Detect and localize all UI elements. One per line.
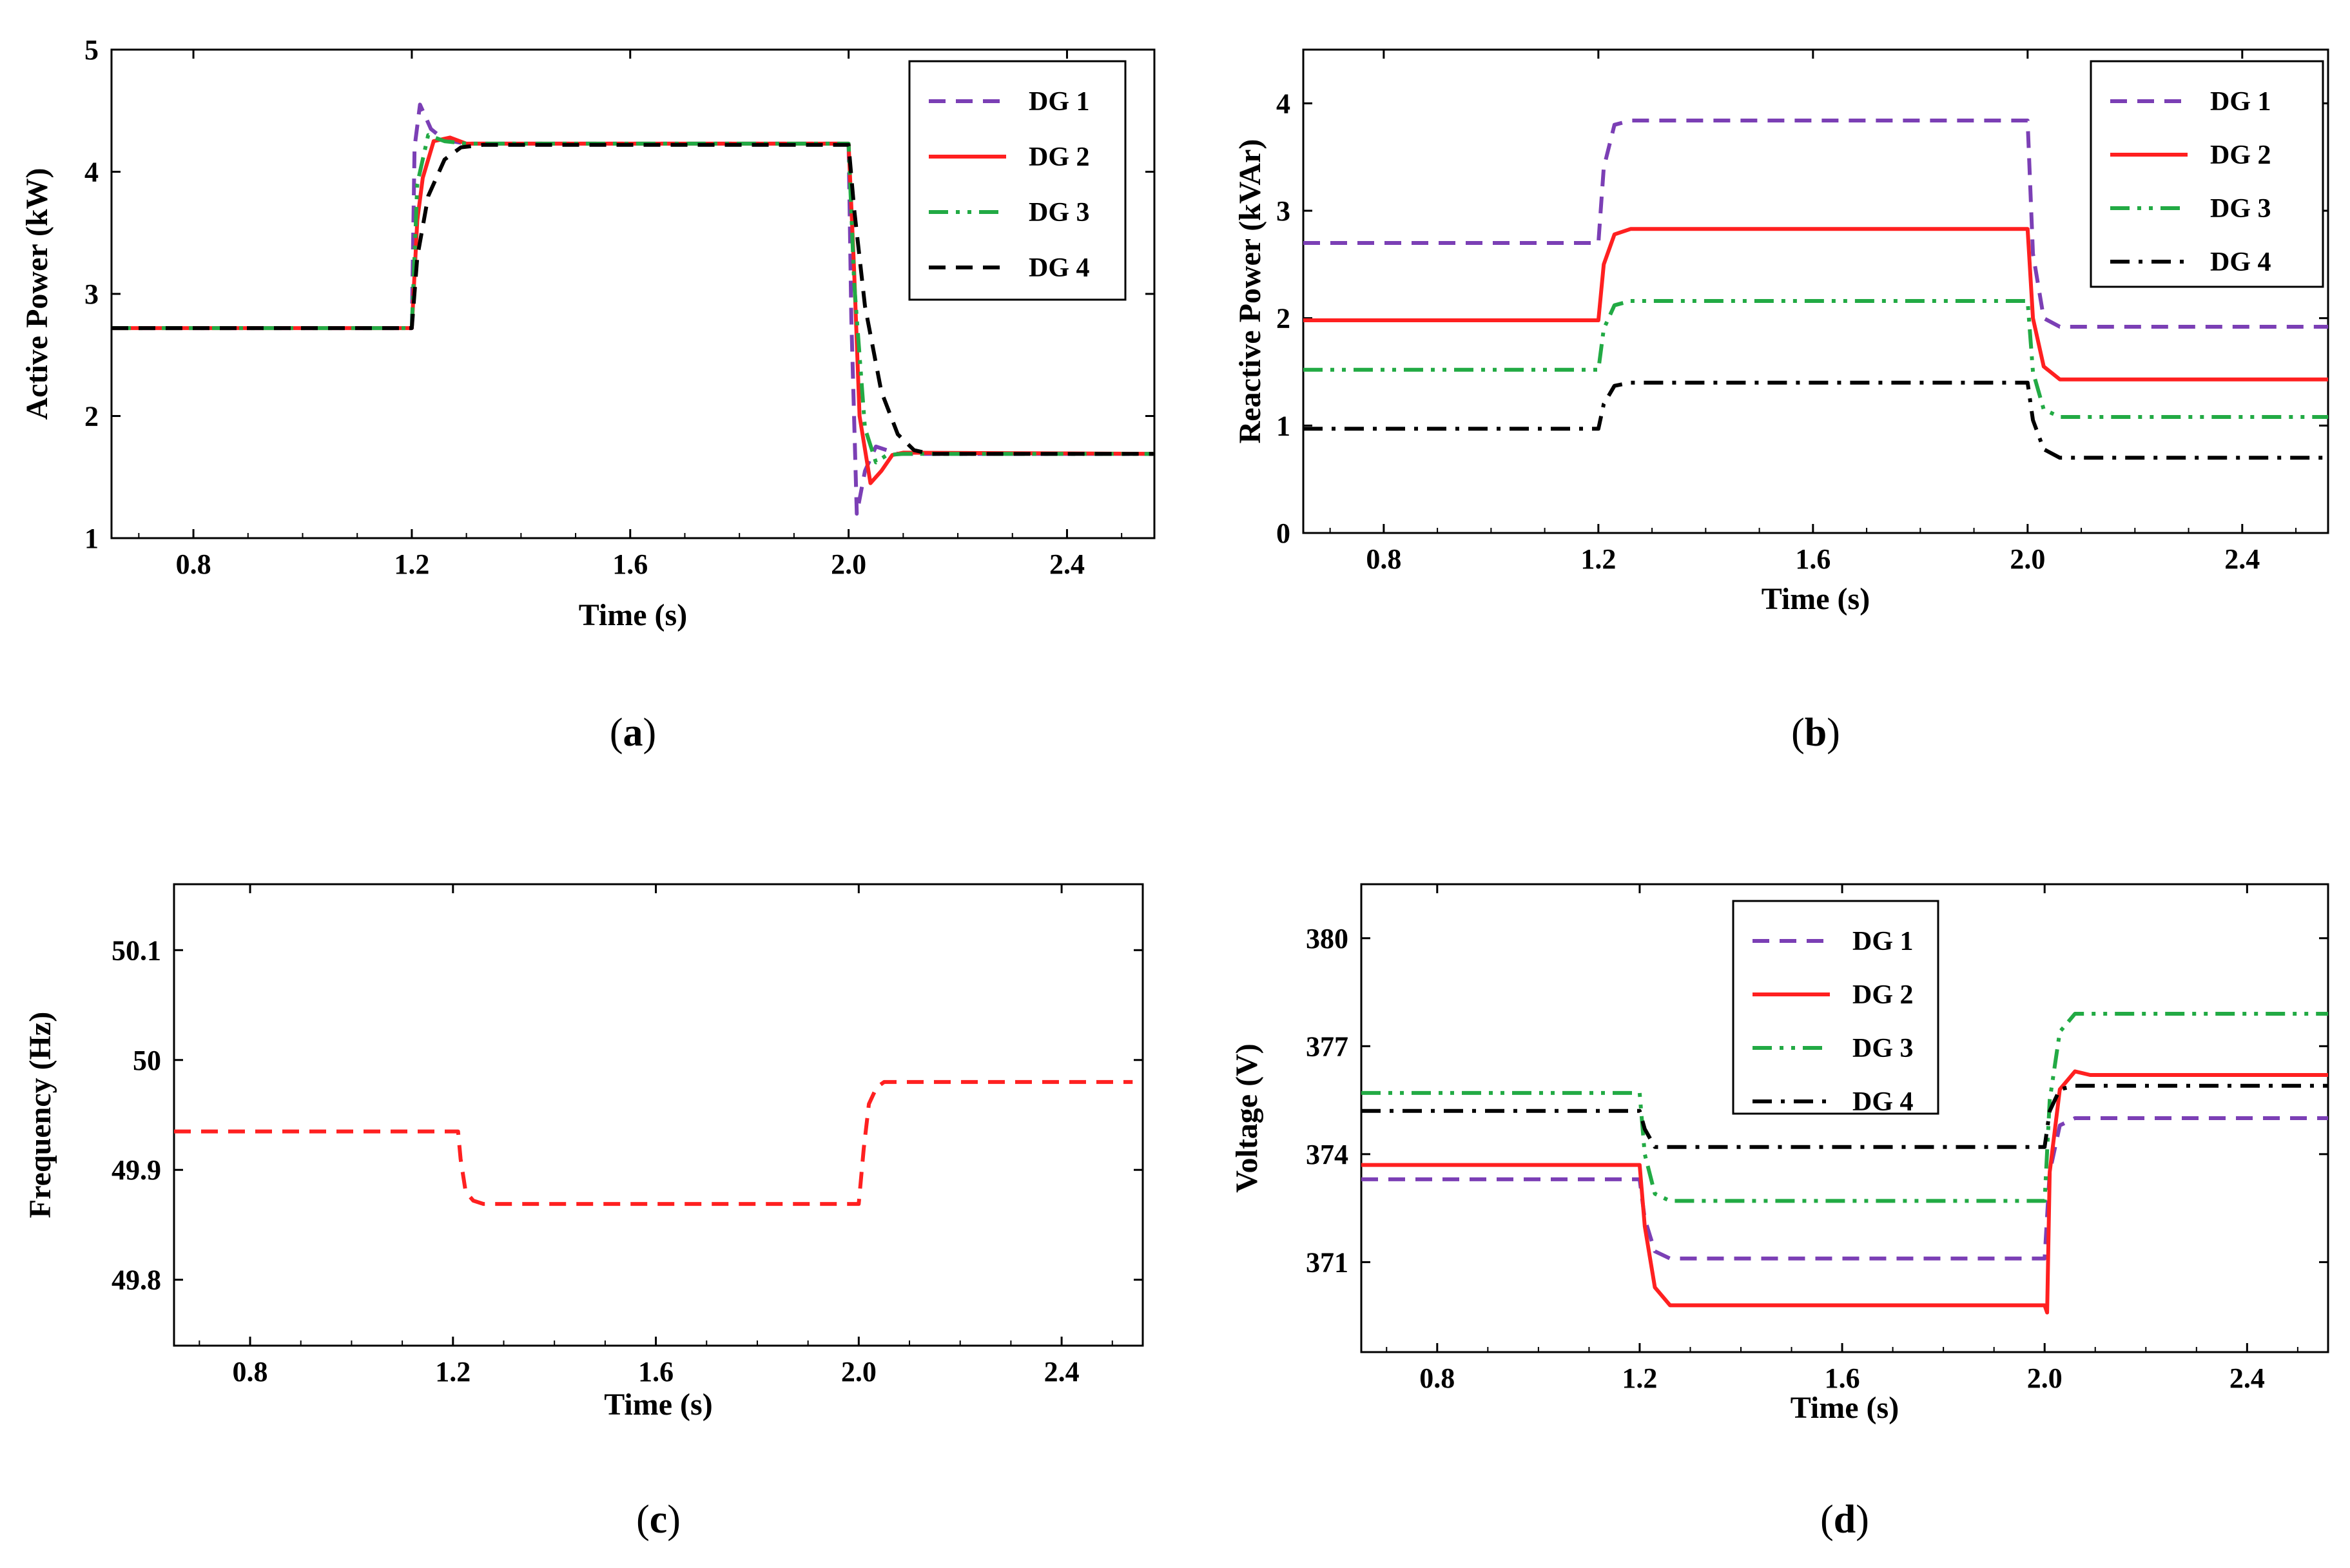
series-group bbox=[1361, 1012, 2328, 1315]
y-tick-label: 5 bbox=[84, 34, 99, 66]
x-tick-label: 2.4 bbox=[2229, 1362, 2265, 1394]
panel-label: (d) bbox=[1820, 1498, 1869, 1542]
series-line-1 bbox=[1361, 1116, 2328, 1261]
legend-label: DG 1 bbox=[2210, 87, 2271, 117]
x-axis-title: Time (s) bbox=[604, 1388, 712, 1422]
x-axis-title: Time (s) bbox=[1762, 582, 1870, 616]
series-line-4 bbox=[1303, 380, 2328, 460]
legend-label: DG 3 bbox=[1029, 198, 1090, 227]
y-tick-label: 4 bbox=[1276, 88, 1290, 119]
series-line-2 bbox=[1361, 1069, 2328, 1315]
legend: DG 1 DG 2 DG 3 DG 4 bbox=[908, 60, 1127, 301]
x-tick-label: 2.0 bbox=[2027, 1362, 2063, 1394]
series-line-1 bbox=[1303, 119, 2328, 329]
chart-panel-c: 0.8 1.2 1.6 2.0 2.4 49.8 49.9 50 50.1 Time (s) Fre… bbox=[23, 883, 1144, 1542]
panel-label: (a) bbox=[610, 711, 656, 755]
y-tick-label: 3 bbox=[1276, 195, 1290, 227]
series-group bbox=[174, 1079, 1133, 1206]
x-tick-label: 1.6 bbox=[612, 548, 648, 580]
y-tick-label: 49.9 bbox=[112, 1154, 161, 1186]
legend-label: DG 2 bbox=[2210, 140, 2271, 170]
y-tick-label: 377 bbox=[1306, 1031, 1348, 1062]
legend-label: DG 4 bbox=[1029, 253, 1090, 283]
y-axis-title: Frequency (Hz) bbox=[23, 1012, 57, 1218]
plot-frame bbox=[1302, 48, 2329, 534]
x-tick-label: 2.4 bbox=[2224, 543, 2260, 575]
y-tick-label: 2 bbox=[84, 401, 99, 432]
series-group bbox=[1303, 119, 2328, 460]
legend: DG 1 DG 2 DG 3 DG 4 bbox=[1732, 900, 1939, 1117]
x-tick-label: 1.2 bbox=[1580, 543, 1616, 575]
legend-box bbox=[1732, 900, 1939, 1115]
x-tick-label: 2.0 bbox=[841, 1356, 877, 1388]
x-tick-label: 2.4 bbox=[1049, 548, 1085, 580]
legend-label: DG 4 bbox=[1852, 1087, 1914, 1117]
legend-label: DG 4 bbox=[2210, 247, 2271, 277]
y-tick-label: 3 bbox=[84, 278, 99, 310]
y-tick-label: 4 bbox=[84, 157, 99, 188]
y-tick-label: 2 bbox=[1276, 303, 1290, 334]
chart-panel-b: 0.8 1.2 1.6 2.0 2.4 0 1 2 3 4 Time (s) Reactive Pow… bbox=[1233, 48, 2329, 755]
y-axis-title: Reactive Power (kVAr) bbox=[1233, 139, 1267, 444]
x-tick-label: 1.6 bbox=[1825, 1362, 1860, 1394]
legend-label: DG 3 bbox=[1852, 1034, 1914, 1063]
y-tick-label: 1 bbox=[1276, 410, 1290, 441]
y-tick-label: 1 bbox=[84, 523, 99, 554]
legend-label: DG 2 bbox=[1029, 142, 1090, 172]
legend-label: DG 2 bbox=[1852, 980, 1914, 1010]
x-tick-label: 2.0 bbox=[831, 548, 866, 580]
x-tick-label: 0.8 bbox=[1419, 1362, 1455, 1394]
x-axis-title: Time (s) bbox=[579, 598, 687, 632]
x-tick-label: 1.2 bbox=[394, 548, 429, 580]
x-tick-label: 1.6 bbox=[638, 1356, 674, 1388]
chart-panel-a: 0.8 1.2 1.6 2.0 2.4 1 2 3 4 5 Time (s) Active Power… bbox=[20, 34, 1156, 755]
y-tick-label: 50.1 bbox=[112, 934, 161, 966]
y-tick-label: 371 bbox=[1306, 1246, 1348, 1278]
x-tick-label: 0.8 bbox=[233, 1356, 268, 1388]
legend-label: DG 1 bbox=[1852, 927, 1914, 956]
series-line-2 bbox=[1303, 227, 2328, 382]
plot-frame bbox=[173, 883, 1144, 1347]
y-tick-label: 374 bbox=[1306, 1139, 1348, 1170]
y-tick-label: 50 bbox=[133, 1045, 161, 1076]
series-line-1 bbox=[174, 1079, 1133, 1206]
x-tick-label: 2.0 bbox=[2010, 543, 2045, 575]
y-axis-title: Voltage (V) bbox=[1230, 1043, 1264, 1193]
panel-label: (b) bbox=[1791, 711, 1840, 755]
y-tick-label: 0 bbox=[1276, 518, 1290, 549]
x-tick-label: 1.2 bbox=[1622, 1362, 1657, 1394]
legend-label: DG 3 bbox=[2210, 194, 2271, 224]
series-group bbox=[112, 102, 1154, 516]
x-tick-label: 2.4 bbox=[1044, 1356, 1080, 1388]
y-axis-title: Active Power (kW) bbox=[20, 168, 54, 420]
series-line-3 bbox=[1303, 299, 2328, 419]
y-tick-label: 380 bbox=[1306, 923, 1348, 954]
x-tick-label: 1.6 bbox=[1795, 543, 1830, 575]
x-axis-title: Time (s) bbox=[1791, 1391, 1899, 1425]
legend-box bbox=[2090, 60, 2324, 288]
series-line-4 bbox=[112, 142, 1154, 456]
panel-label: (c) bbox=[636, 1498, 681, 1542]
x-tick-label: 0.8 bbox=[1366, 543, 1401, 575]
legend-label: DG 1 bbox=[1029, 87, 1090, 117]
x-tick-label: 1.2 bbox=[435, 1356, 471, 1388]
y-tick-label: 49.8 bbox=[112, 1264, 161, 1296]
legend: DG 1 DG 2 DG 3 DG 4 bbox=[2090, 60, 2324, 288]
x-tick-label: 0.8 bbox=[176, 548, 211, 580]
legend-box bbox=[908, 60, 1127, 301]
chart-panel-d: 0.8 1.2 1.6 2.0 2.4 371 374 377 380 Time (s) Volta… bbox=[1230, 883, 2329, 1542]
